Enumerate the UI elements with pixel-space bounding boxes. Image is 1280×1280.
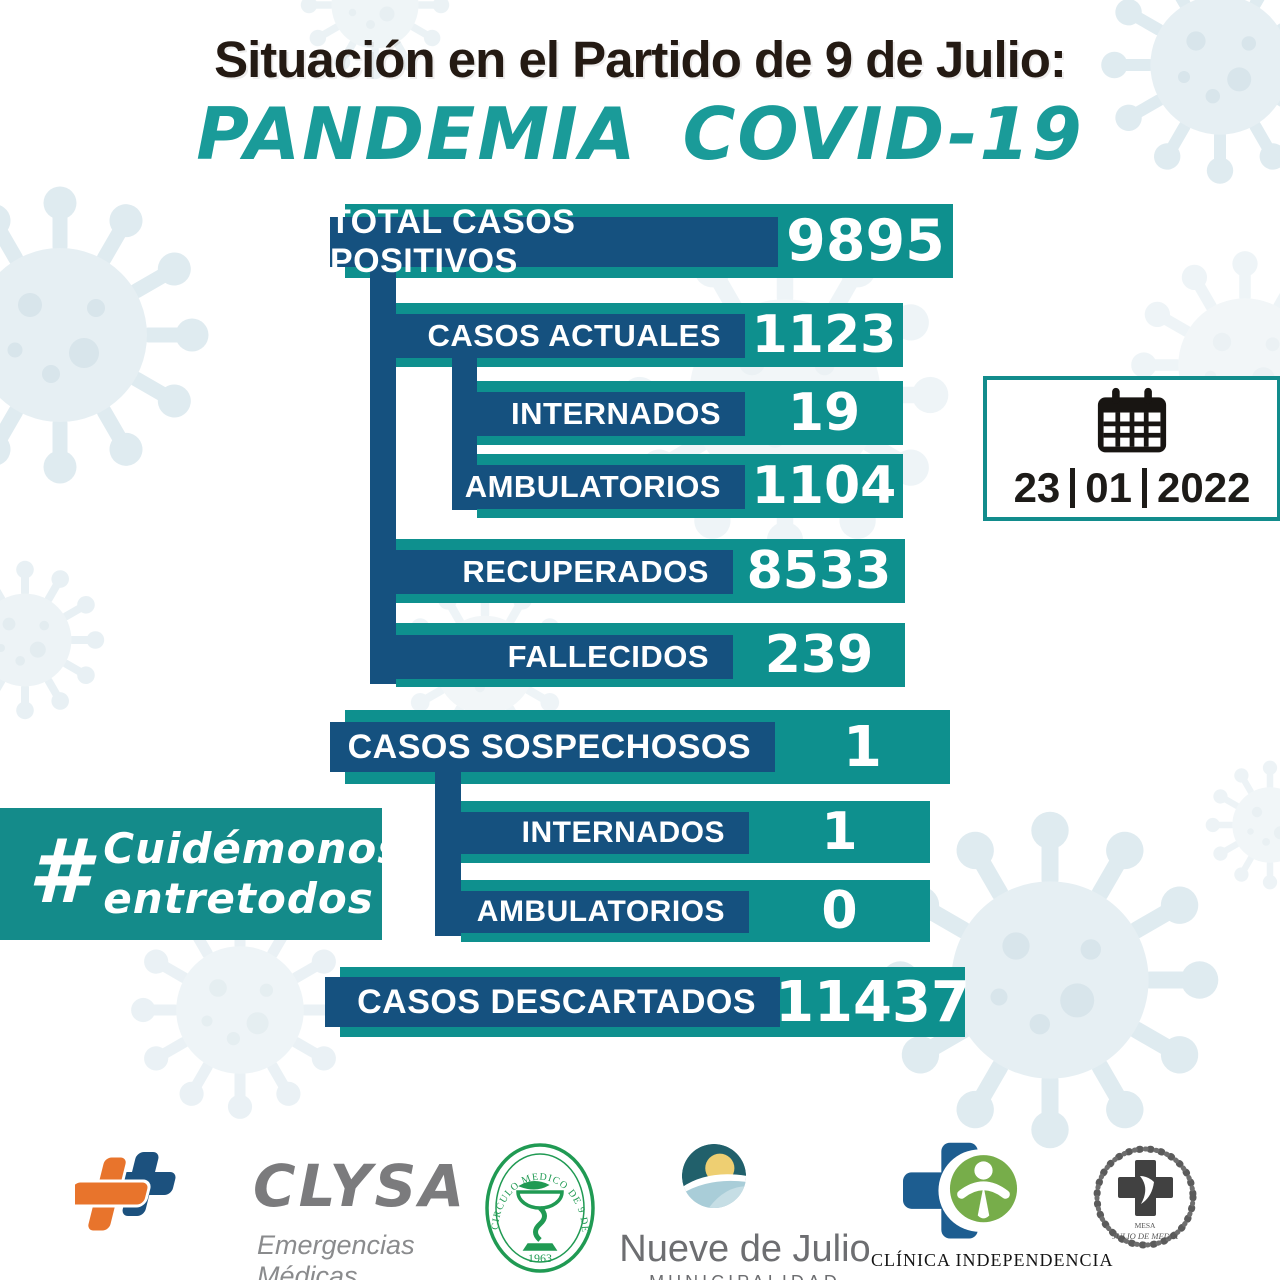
- date-separator: [1070, 467, 1076, 508]
- stat-label: INTERNADOS: [521, 816, 725, 849]
- stat-value: 1123: [751, 305, 897, 365]
- page-subtitle: PANDEMIA COVID-19: [196, 92, 1084, 176]
- stamp-icon: MESA JULIO DE MEDIA: [1093, 1145, 1197, 1249]
- date-month: 01: [1085, 463, 1132, 511]
- date-day: 23: [1013, 463, 1061, 511]
- footer-logos: CLYSA Emergencias Médicas CIRCULO MEDICO…: [0, 1125, 1280, 1280]
- hash-symbol: #: [28, 820, 90, 923]
- stat-label-bar: INTERNADOS: [477, 392, 745, 436]
- municipalidad-subtitle: MUNICIPALIDAD: [615, 1272, 875, 1280]
- hashtag-banner: # Cuidémonos entretodos: [0, 808, 402, 940]
- clysa-tagline: Emergencias Médicas: [257, 1230, 415, 1280]
- municipalidad-name: Nueve de Julio: [619, 1228, 871, 1270]
- hashtag-line2: entretodos: [103, 874, 374, 923]
- page-title: Situación en el Partido de 9 de Julio:: [214, 31, 1067, 88]
- stat-label-bar: AMBULATORIOS: [465, 465, 745, 509]
- date-year: 2022: [1157, 463, 1251, 511]
- stat-label-bar: INTERNADOS: [461, 812, 749, 854]
- stat-label-bar: CASOS DESCARTADOS: [325, 977, 780, 1027]
- clinica-cross-icon: [903, 1142, 1018, 1239]
- stat-label: AMBULATORIOS: [464, 469, 721, 504]
- stat-label: INTERNADOS: [511, 396, 721, 431]
- logo-circulo-medico: CIRCULO MEDICO DE 9 DE JULIO 1963: [464, 1132, 613, 1280]
- stamp-line1: MESA: [1135, 1221, 1156, 1230]
- virus-icon: [0, 560, 105, 720]
- logo-municipalidad: Nueve de Julio MUNICIPALIDAD: [619, 1140, 871, 1280]
- date-separator: [1142, 467, 1147, 508]
- stat-label-bar: TOTAL CASOS POSITIVOS: [330, 203, 778, 280]
- stat-label: AMBULATORIOS: [476, 895, 725, 928]
- connector-line: [452, 350, 477, 510]
- stat-value: 9895: [786, 208, 945, 274]
- circulo-medico-icon: CIRCULO MEDICO DE 9 DE JULIO 1963: [464, 1132, 595, 1273]
- municipalidad-icon: [681, 1143, 747, 1209]
- stat-value: 1: [843, 714, 882, 780]
- stat-label-bar: AMBULATORIOS: [461, 891, 749, 933]
- clysa-name: CLYSA: [253, 1152, 468, 1220]
- hashtag-line1: Cuidémonos: [103, 824, 404, 874]
- stat-value: 8533: [746, 541, 892, 601]
- stat-value: 239: [764, 625, 874, 685]
- clysa-cross-icon: [75, 1152, 176, 1234]
- hashtag-text: Cuidémonos entretodos: [103, 824, 403, 923]
- clinica-name: CLÍNICA INDEPENDENCIA: [871, 1250, 1114, 1270]
- stat-label: CASOS SOSPECHOSOS: [347, 727, 751, 766]
- stamp-line2: JULIO DE MEDIA: [1112, 1231, 1178, 1241]
- stat-label: CASOS ACTUALES: [427, 318, 721, 353]
- stat-label-bar: CASOS SOSPECHOSOS: [330, 722, 775, 772]
- report-date: 23 01 2022: [1014, 464, 1251, 512]
- stat-label: FALLECIDOS: [507, 639, 709, 674]
- virus-icon: [1205, 760, 1280, 890]
- stat-value: 11437: [775, 969, 970, 1035]
- stat-value: 0: [821, 881, 858, 941]
- virus-icon: [0, 186, 209, 484]
- stat-value: 1104: [751, 456, 897, 516]
- logo-clinica-independencia: CLÍNICA INDEPENDENCIA: [871, 1140, 1112, 1280]
- calendar-icon: [1097, 387, 1167, 452]
- stat-label: CASOS DESCARTADOS: [357, 982, 756, 1021]
- stat-label-bar: CASOS ACTUALES: [396, 314, 745, 358]
- stat-value: 19: [787, 383, 861, 443]
- circulo-year: 1963: [528, 1251, 552, 1265]
- date-box: 23 01 2022: [983, 376, 1280, 521]
- connector-line: [435, 762, 461, 936]
- stat-label-bar: FALLECIDOS: [396, 635, 733, 679]
- connector-line: [370, 260, 396, 684]
- stat-label: TOTAL CASOS POSITIVOS: [330, 203, 576, 280]
- stat-value: 1: [821, 802, 858, 862]
- stat-label: RECUPERADOS: [462, 554, 709, 589]
- stat-label-bar: RECUPERADOS: [396, 550, 733, 594]
- logo-clysa: CLYSA Emergencias Médicas: [75, 1140, 464, 1280]
- logo-stamp: MESA JULIO DE MEDIA: [1088, 1140, 1203, 1255]
